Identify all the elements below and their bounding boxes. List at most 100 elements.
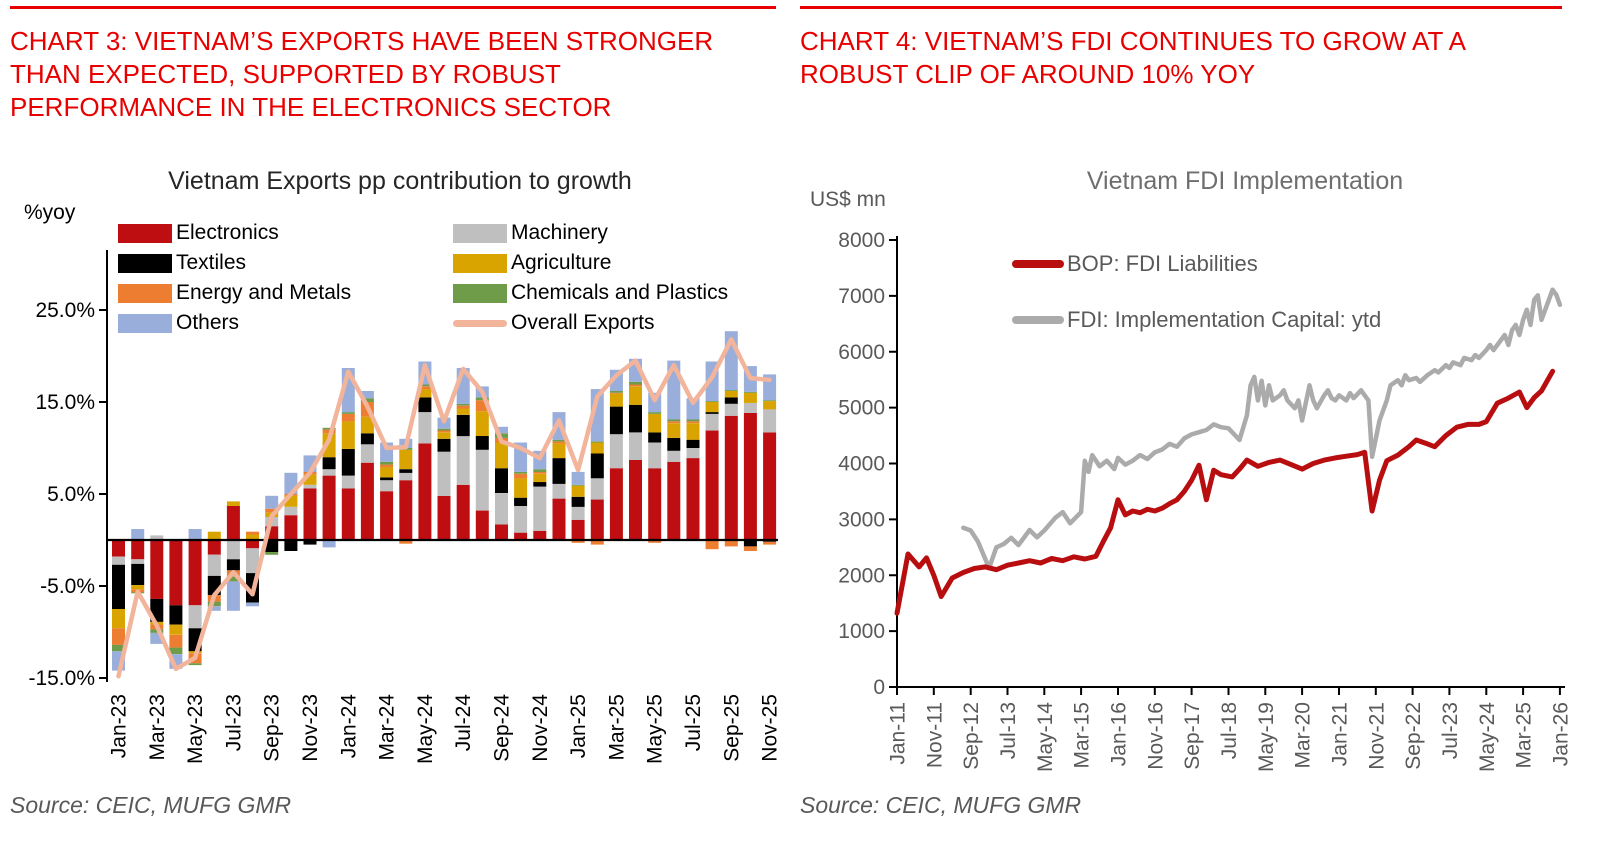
legend-swatch-bop-fdi-liabilities [1012,260,1064,268]
legend-swatch-textiles [118,253,172,273]
chart3-headline-line3: PERFORMANCE IN THE ELECTRONICS SECTOR [10,92,612,122]
svg-text:May-14: May-14 [1034,702,1057,772]
chart4-panel: CHART 4: VIETNAM’S FDI CONTINUES TO GROW… [795,0,1599,845]
legend-label-chemicals-and-plastics: Chemicals and Plastics [511,281,729,304]
legend-label-others: Others [176,311,240,334]
svg-text:Jan-26: Jan-26 [1549,702,1572,766]
legend-label-agriculture: Agriculture [511,251,612,274]
series-line-bop-fdi-liabilities [894,368,1556,616]
svg-text:Nov-11: Nov-11 [923,702,946,768]
series-line-fdi-implementation-capital-ytd [961,287,1563,571]
legend-label-electronics: Electronics [176,221,279,244]
legend-label-overall-exports: Overall Exports [511,311,655,334]
svg-text:-15.0%: -15.0% [28,667,95,690]
svg-text:-5.0%: -5.0% [40,575,95,598]
svg-text:0: 0 [873,676,885,699]
legend-swatch-electronics [118,223,172,243]
legend-item-textiles: Textiles [118,248,453,278]
chart4-headline-line1: CHART 4: VIETNAM’S FDI CONTINUES TO GROW… [800,26,1466,56]
chart4-y-axis-unit: US$ mn [810,188,886,211]
svg-text:Jul-23: Jul-23 [1439,702,1462,759]
svg-text:Nov-23: Nov-23 [299,694,322,762]
chart3-x-labels: Jan-23 Mar-23 May-23 Jul-23 Sep-23 Nov-23 Jan-… [108,694,782,764]
svg-text:Sep-24: Sep-24 [491,694,514,762]
chart3-source: Source: CEIC, MUFG GMR [10,792,292,818]
legend-label-textiles: Textiles [176,251,247,274]
legend-label-machinery: Machinery [511,221,608,244]
svg-text:2000: 2000 [838,564,885,587]
svg-text:Jul-18: Jul-18 [1218,702,1241,759]
legend-swatch-agriculture [453,253,507,273]
bars-machinery [112,402,777,629]
svg-text:Sep-12: Sep-12 [960,702,983,770]
chart3-headline: CHART 3: VIETNAM’S EXPORTS HAVE BEEN STR… [10,25,780,124]
bars-agriculture [112,386,777,654]
svg-text:Jul-25: Jul-25 [682,694,705,751]
legend-item-bop-fdi-liabilities: BOP: FDI Liabilities [1012,250,1381,278]
bars-electronics [112,413,777,606]
svg-text:5.0%: 5.0% [47,483,95,506]
legend-swatch-fdi-implementation-capital-ytd [1012,316,1064,324]
svg-text:Jan-16: Jan-16 [1108,702,1131,766]
chart3-headline-line1: CHART 3: VIETNAM’S EXPORTS HAVE BEEN STR… [10,26,714,56]
legend-item-fdi-implementation-capital-ytd: FDI: Implementation Capital: ytd [1012,306,1381,334]
svg-text:1000: 1000 [838,620,885,643]
svg-text:Jan-23: Jan-23 [108,694,131,758]
legend-label-energy-and-metals: Energy and Metals [176,281,352,304]
svg-text:15.0%: 15.0% [35,391,95,414]
svg-text:4000: 4000 [838,453,885,476]
legend-item-electronics: Electronics [118,218,453,248]
chart3-y-axis-unit: %yoy [24,201,76,224]
svg-text:Sep-22: Sep-22 [1402,702,1425,770]
legend-swatch-chemicals-and-plastics [453,283,507,303]
svg-text:Nov-16: Nov-16 [1144,702,1167,770]
svg-text:5000: 5000 [838,397,885,420]
chart4-title: Vietnam FDI Implementation [1086,167,1404,195]
chart3-panel: CHART 3: VIETNAM’S EXPORTS HAVE BEEN STR… [0,0,795,845]
svg-text:Nov-25: Nov-25 [759,694,782,762]
svg-text:May-23: May-23 [184,694,207,764]
chart3-legend-col2: Machinery Agriculture Chemicals and Plasti… [453,218,728,338]
svg-text:May-19: May-19 [1255,702,1278,772]
svg-text:Mar-15: Mar-15 [1071,702,1094,769]
svg-text:May-25: May-25 [644,694,667,764]
legend-item-chemicals-and-plastics: Chemicals and Plastics [453,278,728,308]
chart3-headline-line2: THAN EXPECTED, SUPPORTED BY ROBUST [10,59,561,89]
legend-swatch-machinery [453,223,507,243]
chart3-plot: 25.0% 15.0% 5.0% -5.0% -15.0% Jan-23 Mar-23 May… [28,250,782,764]
svg-text:Jul-23: Jul-23 [222,694,245,751]
legend-label-fdi-implementation-capital-ytd: FDI: Implementation Capital: ytd [1067,307,1382,332]
svg-text:Mar-25: Mar-25 [1513,702,1536,769]
svg-text:7000: 7000 [838,285,885,308]
svg-text:Nov-21: Nov-21 [1365,702,1388,770]
chart3-top-rule [10,6,776,9]
legend-swatch-others [118,313,172,333]
chart4-headline-line2: ROBUST CLIP OF AROUND 10% YOY [800,59,1256,89]
svg-text:3000: 3000 [838,508,885,531]
svg-text:May-24: May-24 [414,694,437,764]
svg-text:Jul-24: Jul-24 [452,694,475,752]
chart3-y-axis: 25.0% 15.0% 5.0% -5.0% -15.0% [28,250,108,690]
svg-text:Jan-11: Jan-11 [887,702,910,765]
svg-text:May-24: May-24 [1476,702,1499,772]
svg-text:8000: 8000 [838,229,885,252]
legend-swatch-energy-and-metals [118,283,172,303]
svg-text:Mar-25: Mar-25 [605,694,628,761]
svg-text:Jan-25: Jan-25 [567,694,590,758]
chart4-source: Source: CEIC, MUFG GMR [800,792,1082,818]
chart4-top-rule [800,6,1562,9]
legend-item-energy-and-metals: Energy and Metals [118,278,453,308]
svg-text:Mar-20: Mar-20 [1292,702,1315,769]
svg-text:Jan-21: Jan-21 [1329,702,1352,766]
svg-text:Jan-24: Jan-24 [337,694,360,759]
svg-text:Mar-24: Mar-24 [376,694,399,761]
svg-text:Jul-13: Jul-13 [997,702,1020,759]
legend-item-machinery: Machinery [453,218,728,248]
chart3-title: Vietnam Exports pp contribution to growt… [168,167,632,195]
svg-text:Sep-23: Sep-23 [261,694,284,762]
legend-swatch-overall-exports [453,319,507,327]
svg-text:Sep-25: Sep-25 [720,694,743,762]
overall-exports-line [116,337,772,679]
